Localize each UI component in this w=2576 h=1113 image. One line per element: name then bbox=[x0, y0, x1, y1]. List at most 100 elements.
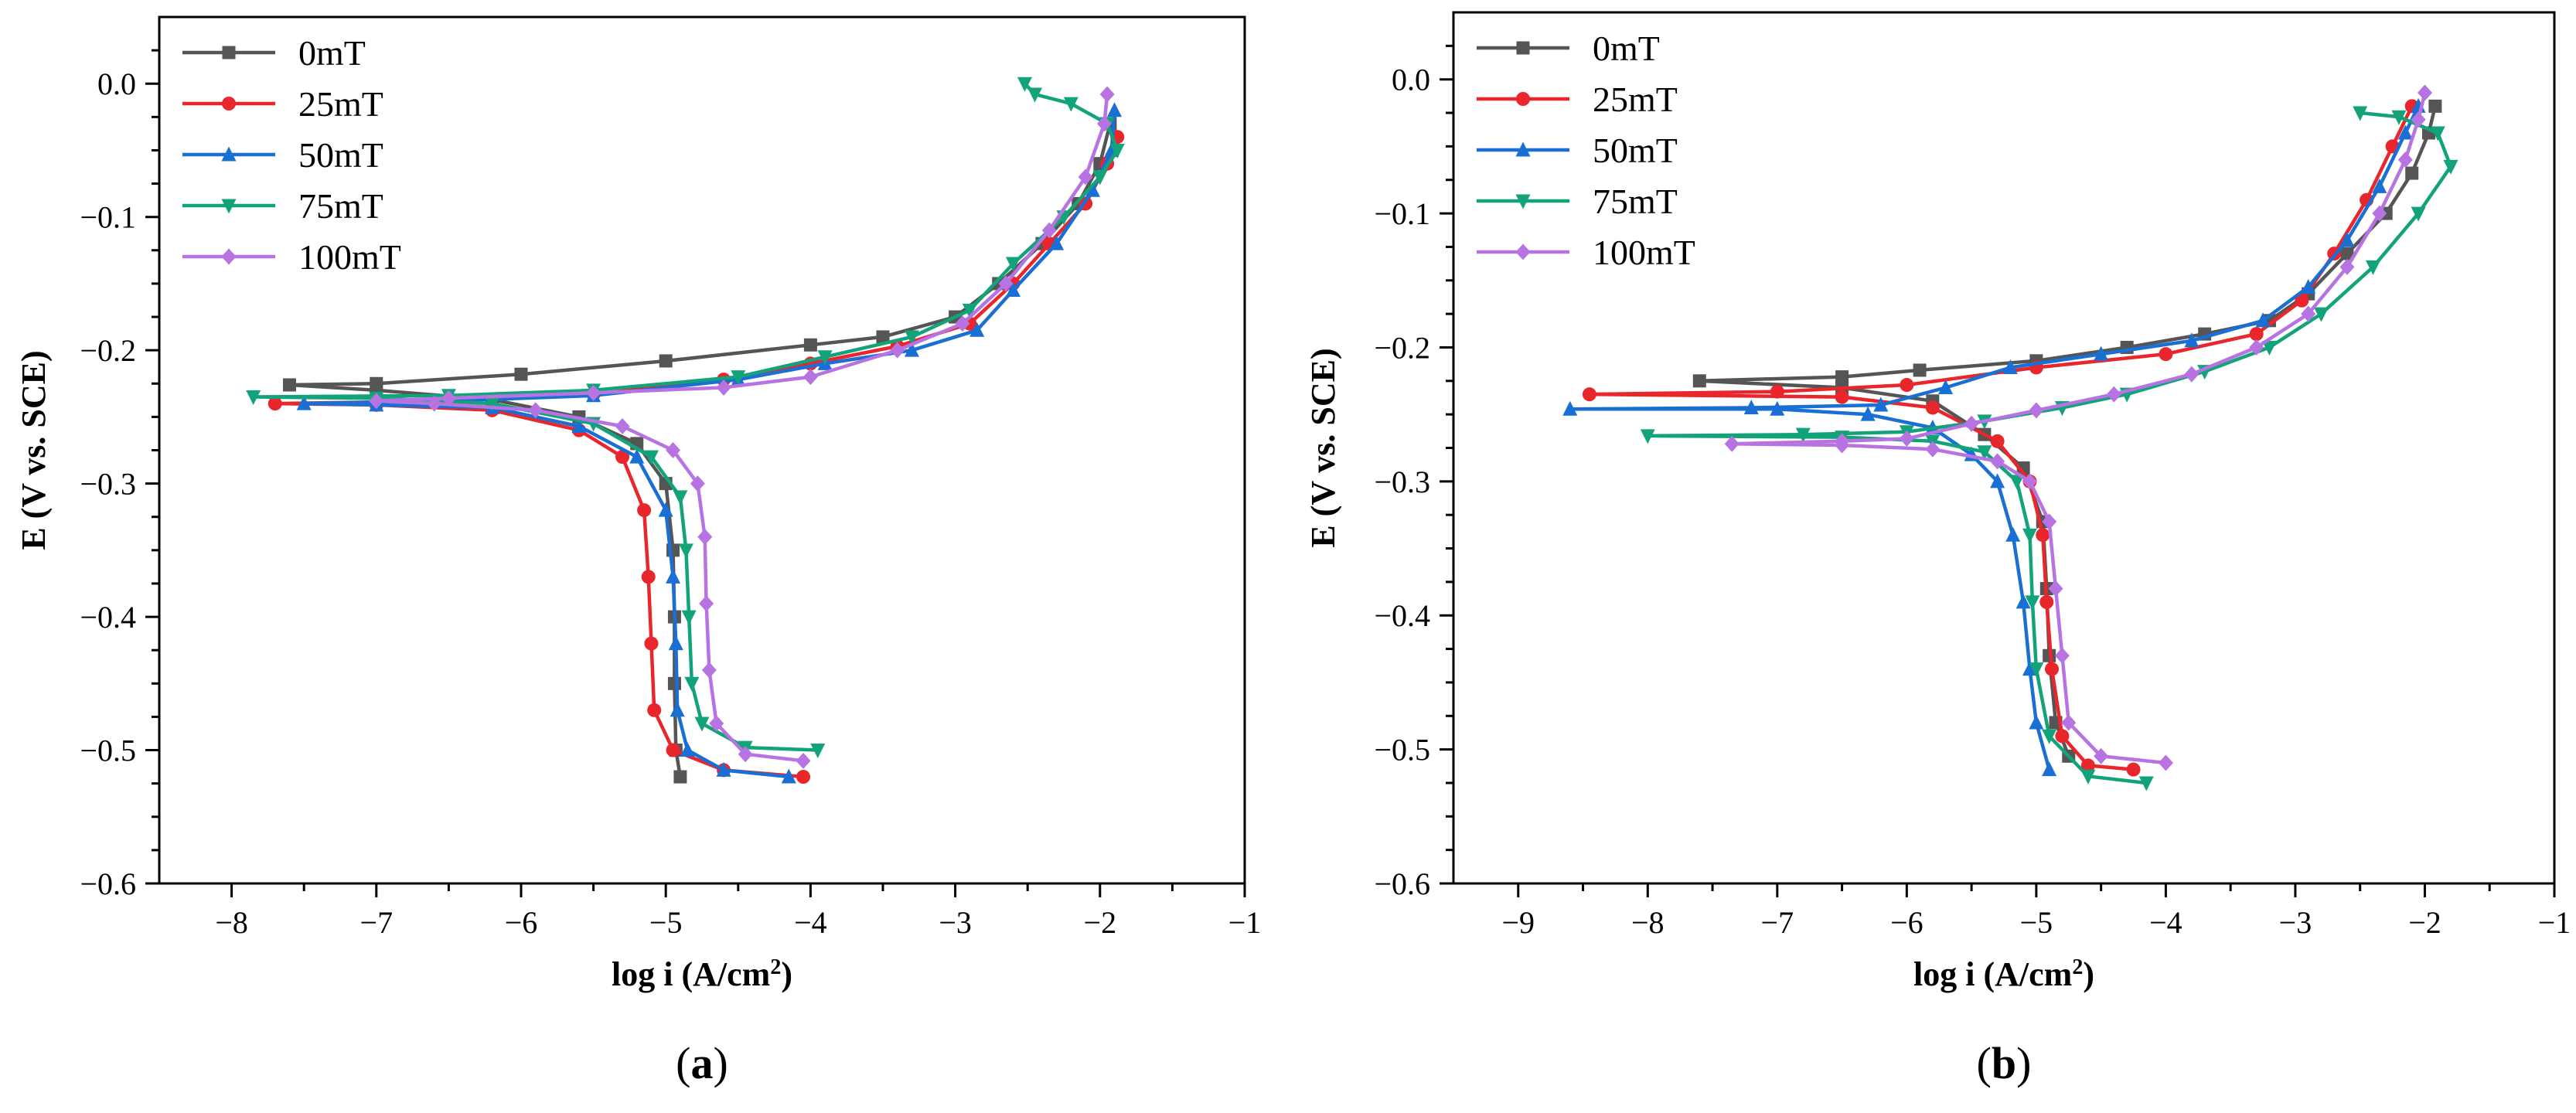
data-point bbox=[1099, 86, 1115, 103]
data-point bbox=[1743, 399, 1759, 414]
data-point bbox=[694, 716, 710, 732]
data-point bbox=[2054, 647, 2070, 664]
x-tick-label: −5 bbox=[2020, 905, 2053, 940]
data-point bbox=[1925, 441, 1941, 458]
data-point bbox=[781, 768, 796, 784]
data-point bbox=[2055, 729, 2070, 744]
x-axis-title: log i (A/cm2) bbox=[1913, 955, 2094, 994]
data-point bbox=[2029, 714, 2044, 730]
data-point bbox=[1041, 222, 1057, 239]
data-point bbox=[2025, 595, 2040, 611]
data-point bbox=[1582, 387, 1596, 402]
data-point bbox=[666, 743, 680, 757]
legend-label: 100mT bbox=[298, 237, 401, 277]
data-point bbox=[1938, 379, 1954, 394]
data-point bbox=[697, 529, 713, 546]
data-point bbox=[1107, 102, 1123, 117]
data-point bbox=[615, 417, 630, 434]
data-point bbox=[2339, 232, 2355, 247]
data-point bbox=[427, 395, 442, 412]
data-point bbox=[876, 330, 890, 344]
data-point bbox=[2029, 402, 2044, 419]
data-point bbox=[2428, 99, 2442, 113]
legend-label: 100mT bbox=[1593, 233, 1695, 272]
data-point bbox=[673, 490, 688, 505]
y-tick-label: −0.6 bbox=[1374, 866, 1430, 901]
data-point bbox=[709, 715, 724, 732]
data-point bbox=[2159, 347, 2173, 362]
y-tick-label: −0.2 bbox=[80, 333, 136, 368]
y-tick-label: −0.4 bbox=[1374, 598, 1430, 633]
data-point bbox=[2295, 293, 2309, 308]
data-point bbox=[1899, 430, 1914, 447]
data-point bbox=[2405, 166, 2419, 180]
series-100mT bbox=[369, 86, 1115, 769]
data-point bbox=[658, 502, 673, 517]
data-point bbox=[2022, 528, 2038, 543]
data-point bbox=[2397, 124, 2413, 140]
data-point bbox=[2397, 151, 2413, 168]
data-point bbox=[1770, 400, 1785, 416]
data-point bbox=[670, 702, 685, 717]
data-point bbox=[690, 475, 705, 492]
legend-marker bbox=[222, 46, 236, 60]
y-tick-label: 0.0 bbox=[97, 66, 136, 101]
x-axis-title: log i (A/cm2) bbox=[612, 955, 792, 994]
legend-label: 75mT bbox=[298, 186, 383, 226]
data-point bbox=[2022, 661, 2038, 676]
legend-marker bbox=[1515, 194, 1531, 209]
data-point bbox=[699, 595, 714, 612]
data-point bbox=[667, 676, 681, 690]
data-point bbox=[2249, 339, 2264, 356]
data-point bbox=[2184, 366, 2199, 383]
data-point bbox=[2313, 307, 2329, 322]
data-point bbox=[1990, 473, 2005, 488]
data-point bbox=[731, 370, 746, 386]
data-point bbox=[701, 662, 717, 679]
y-tick-label: 0.0 bbox=[1392, 63, 1430, 97]
data-point bbox=[796, 752, 811, 769]
data-point bbox=[659, 354, 673, 368]
x-tick-label: −6 bbox=[1890, 905, 1923, 940]
data-point bbox=[2138, 776, 2154, 791]
data-point bbox=[1835, 390, 1849, 404]
series-75mT bbox=[246, 77, 1125, 759]
data-point bbox=[802, 369, 818, 386]
data-point bbox=[681, 610, 697, 625]
data-point bbox=[246, 390, 261, 406]
series-line-75mT bbox=[251, 82, 1119, 752]
data-point bbox=[514, 367, 528, 381]
data-point bbox=[1096, 115, 1112, 132]
data-point bbox=[528, 402, 543, 419]
data-point bbox=[1005, 257, 1021, 272]
series-75mT bbox=[1640, 106, 2458, 791]
series-line-100mT bbox=[1729, 92, 2427, 765]
data-point bbox=[2261, 340, 2277, 356]
data-point bbox=[1027, 87, 1043, 103]
chart-panel-b: −9 −8 −7 −6 −5 −4 −3 −2 −1 −0.6 −0.5 −0.4 −0.3 −0.2 −0… bbox=[1304, 11, 2571, 1088]
data-point bbox=[2255, 312, 2271, 328]
legend-marker bbox=[1516, 41, 1530, 55]
series-50mT bbox=[1562, 97, 2426, 777]
y-axis-title: E (V vs. SCE) bbox=[15, 350, 53, 550]
data-point bbox=[2372, 205, 2387, 222]
legend-marker bbox=[1516, 92, 1530, 106]
legend-marker bbox=[222, 97, 236, 111]
y-tick-label: −0.1 bbox=[80, 200, 136, 235]
data-point bbox=[1063, 97, 1078, 112]
data-point bbox=[955, 315, 970, 332]
y-tick-label: −0.5 bbox=[80, 733, 136, 768]
data-point bbox=[2036, 528, 2050, 543]
data-point bbox=[1977, 445, 1992, 461]
data-point bbox=[680, 742, 695, 757]
data-point bbox=[2301, 305, 2316, 322]
x-tick-label: −7 bbox=[1761, 905, 1794, 940]
legend-label: 25mT bbox=[298, 84, 383, 124]
data-point bbox=[2301, 278, 2316, 294]
data-point bbox=[2184, 332, 2199, 348]
data-point bbox=[1109, 143, 1125, 158]
data-point bbox=[2039, 594, 2054, 609]
data-point bbox=[637, 503, 652, 518]
data-point bbox=[2094, 345, 2109, 361]
